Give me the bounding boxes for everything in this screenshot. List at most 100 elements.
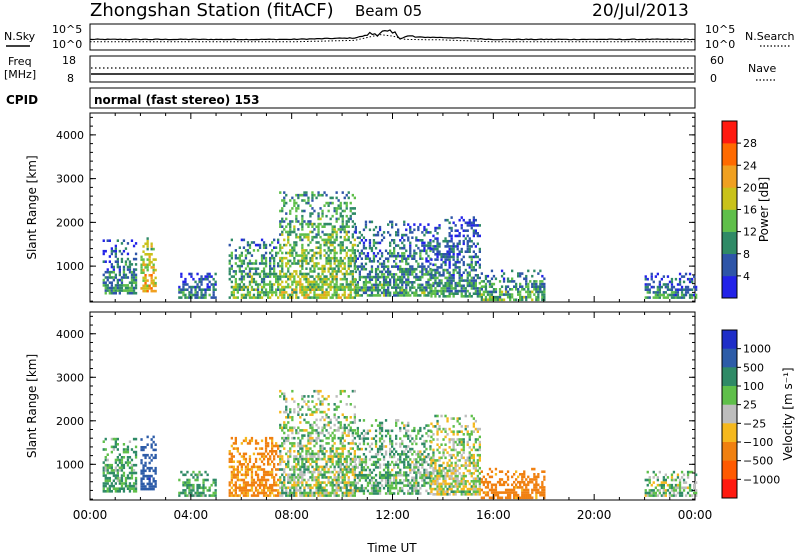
data-cell — [341, 209, 344, 213]
data-cell — [264, 293, 268, 297]
data-cell — [228, 450, 231, 453]
y-tick-label: 1000 — [56, 260, 84, 273]
data-cell — [114, 437, 117, 441]
data-cell — [442, 239, 445, 243]
data-cell — [323, 476, 326, 479]
data-cell — [353, 196, 356, 200]
data-cell — [184, 473, 187, 477]
data-cell — [438, 464, 441, 467]
data-cell — [287, 285, 290, 289]
data-cell — [403, 267, 406, 271]
data-cell — [436, 438, 439, 441]
data-cell — [260, 270, 264, 273]
data-cell — [466, 250, 469, 253]
data-cell — [212, 288, 215, 291]
data-cell — [345, 489, 348, 492]
data-cell — [335, 455, 338, 458]
data-cell — [333, 241, 336, 244]
data-cell — [315, 452, 318, 456]
data-cell — [341, 217, 344, 221]
data-cell — [337, 470, 340, 474]
data-cell — [104, 469, 107, 472]
data-cell — [446, 279, 449, 282]
data-cell — [401, 473, 404, 477]
data-cell — [238, 259, 241, 263]
data-cell — [466, 221, 469, 225]
data-cell — [446, 487, 449, 491]
data-cell — [378, 476, 382, 480]
data-cell — [254, 486, 258, 490]
data-cell — [311, 275, 314, 278]
data-cell — [140, 263, 143, 267]
data-cell — [405, 424, 408, 427]
data-cell — [341, 468, 344, 471]
data-cell — [432, 466, 435, 470]
data-cell — [444, 276, 447, 280]
data-cell — [446, 493, 449, 496]
data-cell — [228, 277, 231, 281]
data-cell — [120, 289, 124, 292]
data-cell — [405, 445, 408, 448]
data-cell — [108, 270, 111, 274]
data-cell — [262, 254, 266, 257]
data-cell — [345, 283, 348, 286]
data-cell — [337, 204, 340, 207]
data-cell — [339, 436, 342, 440]
data-cell — [315, 442, 318, 445]
data-cell — [374, 445, 378, 448]
data-cell — [295, 262, 298, 265]
data-cell — [144, 446, 147, 449]
data-cell — [214, 481, 217, 484]
data-cell — [415, 481, 418, 485]
data-cell — [411, 291, 414, 295]
data-cell — [436, 271, 439, 274]
data-cell — [448, 289, 451, 293]
data-cell — [252, 280, 256, 284]
data-cell — [446, 239, 449, 243]
data-cell — [281, 199, 284, 202]
data-cell — [347, 285, 350, 289]
data-cell — [421, 473, 424, 477]
data-cell — [120, 484, 124, 488]
data-cell — [429, 476, 432, 480]
data-cell — [442, 451, 445, 454]
data-cell — [194, 473, 197, 477]
data-cell — [464, 461, 467, 465]
data-cell — [244, 256, 248, 260]
data-cell — [321, 395, 324, 398]
data-cell — [281, 256, 284, 260]
data-cell — [321, 486, 324, 490]
data-cell — [366, 273, 370, 276]
data-cell — [395, 476, 398, 480]
data-cell — [130, 278, 134, 282]
data-cell — [339, 249, 342, 252]
data-cell — [376, 275, 380, 279]
data-cell — [462, 279, 465, 282]
data-cell — [454, 268, 457, 272]
data-cell — [112, 484, 115, 488]
data-cell — [407, 254, 410, 258]
data-cell — [403, 270, 406, 274]
data-cell — [341, 262, 344, 265]
data-cell — [329, 249, 332, 252]
data-cell — [486, 293, 490, 296]
data-cell — [448, 453, 451, 457]
data-cell — [430, 472, 433, 475]
data-cell — [192, 285, 195, 289]
data-cell — [144, 474, 147, 478]
data-cell — [269, 483, 272, 487]
data-cell — [442, 295, 445, 298]
data-cell — [327, 209, 330, 213]
data-cell — [415, 437, 418, 440]
data-cell — [204, 291, 207, 294]
data-cell — [519, 282, 522, 286]
data-cell — [325, 413, 328, 416]
data-cell — [150, 482, 153, 486]
data-cell — [126, 463, 130, 467]
data-cell — [190, 285, 193, 289]
data-cell — [466, 480, 469, 483]
data-cell — [519, 293, 522, 296]
data-cell — [295, 291, 298, 294]
data-cell — [264, 283, 268, 286]
data-cell — [184, 283, 187, 286]
